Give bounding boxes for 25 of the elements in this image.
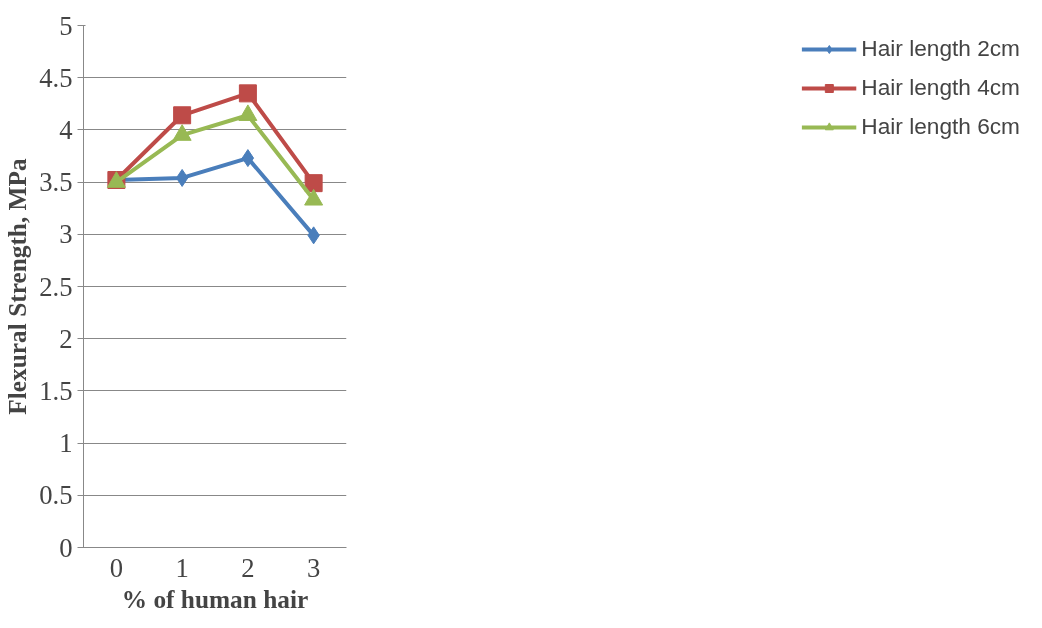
legend-label: Hair length 6cm — [861, 113, 1020, 140]
x-tick-label: 1 — [175, 552, 189, 583]
y-tick-label: 2 — [59, 323, 73, 354]
y-tick-label: 0 — [59, 532, 73, 563]
x-tick-label: 2 — [241, 552, 255, 583]
point — [175, 168, 189, 187]
y-tick-label: 1.5 — [39, 375, 73, 406]
y-tick-label: 2.5 — [39, 271, 73, 302]
point — [173, 106, 192, 125]
y-tick-label: 0.5 — [39, 480, 73, 511]
y-tick-label: 3 — [59, 219, 73, 250]
x-tick-label: 3 — [306, 552, 321, 583]
y-axis-title: Flexural Strength, MPa — [3, 158, 32, 415]
y-tick-label: 4.5 — [39, 62, 73, 93]
y-tick-label: 5 — [59, 10, 73, 41]
y-tick-label: 4 — [59, 114, 73, 145]
x-tick-label: 0 — [109, 552, 124, 583]
point — [304, 174, 323, 193]
legend-label: Hair length 2cm — [861, 35, 1020, 62]
x-axis-title: % of human hair — [121, 584, 309, 613]
point — [238, 84, 257, 103]
legend-label: Hair length 4cm — [861, 74, 1020, 101]
y-tick-label: 3.5 — [39, 167, 73, 198]
point — [241, 149, 255, 168]
y-tick-label: 1 — [59, 428, 73, 459]
